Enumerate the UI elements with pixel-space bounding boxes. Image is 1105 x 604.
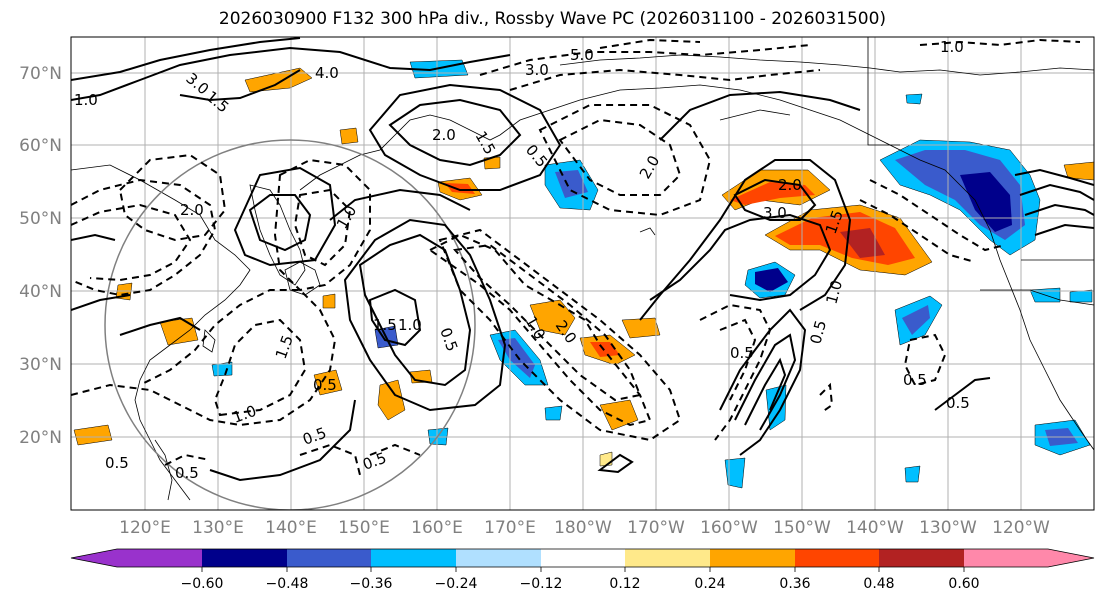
lon-label: 150°E [338, 518, 390, 538]
colorbar-segment [710, 549, 795, 567]
colorbar: −0.60 −0.48 −0.36 −0.24 −0.12 0.12 0.24 … [70, 548, 1095, 592]
lon-label: 140°E [265, 518, 317, 538]
lon-label: 130°E [192, 518, 244, 538]
contour-label: 1.0 [940, 38, 964, 56]
colorbar-segment [287, 549, 371, 567]
contour-label: 1.0 [398, 316, 422, 334]
map-frame [70, 36, 1095, 511]
contour-label: 4.0 [315, 64, 339, 82]
lon-label: 140°W [846, 518, 904, 538]
colorbar-segment [202, 549, 287, 567]
contour-label: 0.5 [730, 344, 754, 362]
lat-label: 50°N [19, 209, 62, 229]
colorbar-tick-label: −0.24 [435, 576, 478, 592]
lat-label: 70°N [19, 64, 62, 84]
lon-label: 180°W [554, 518, 612, 538]
region-circle [104, 139, 476, 510]
colorbar-segment [371, 549, 456, 567]
contour-label: 2.0 [180, 201, 204, 219]
contour-label: 0.5 [903, 371, 927, 389]
contour-label: 1.0 [74, 91, 98, 109]
lon-label: 170°W [627, 518, 685, 538]
lon-label: 130°W [919, 518, 977, 538]
lon-label: 120°W [992, 518, 1050, 538]
lat-label: 30°N [19, 355, 62, 375]
contour-label: 0.5 [105, 454, 129, 472]
colorbar-tick-label: 0.24 [694, 576, 725, 592]
contour-label: 5.0 [570, 46, 594, 64]
contour-label: 1.0 [822, 278, 846, 306]
colorbar-tick-label: 0.12 [609, 576, 640, 592]
contour-label: 3.0 [763, 204, 787, 222]
contour-label: 0.5 [806, 318, 830, 346]
contour-label: 0.5 [946, 394, 970, 412]
colorbar-tick-label: 0.48 [863, 576, 894, 592]
lon-label: 160°E [411, 518, 463, 538]
colorbar-tick-label: −0.12 [520, 576, 563, 592]
lon-label: 170°E [484, 518, 536, 538]
colorbar-max-extension [1048, 549, 1094, 567]
contour-label: 0.5 [313, 376, 337, 394]
colorbar-segment [456, 549, 541, 567]
latitude-labels: 70°N 60°N 50°N 40°N 30°N 20°N [19, 64, 62, 448]
coastlines [71, 37, 1094, 501]
contour-label: 1.5 [373, 316, 397, 334]
contour-label: 2.0 [778, 176, 802, 194]
longitude-labels: 120°E 130°E 140°E 150°E 160°E 170°E 180°… [119, 518, 1050, 538]
colorbar-segment [964, 549, 1048, 567]
contour-label: 0.5 [175, 464, 199, 482]
colorbar-outline [70, 548, 1095, 568]
map-title: 2026030900 F132 300 hPa div., Rossby Wav… [218, 9, 887, 29]
graticule [71, 37, 1094, 510]
colorbar-segment [117, 549, 202, 567]
rossby-contours-dashed [71, 38, 1081, 476]
colorbar-tick-label: −0.60 [181, 576, 224, 592]
colorbar-tick-label: 0.60 [948, 576, 979, 592]
lon-label: 120°E [119, 518, 171, 538]
colorbar-segment [879, 549, 964, 567]
lat-label: 20°N [19, 428, 62, 448]
lon-label: 150°W [773, 518, 831, 538]
rossby-contours-solid [71, 37, 1094, 482]
contour-label: 2.0 [432, 126, 456, 144]
colorbar-tick-label: −0.36 [350, 576, 393, 592]
lon-label: 160°W [700, 518, 758, 538]
lat-label: 40°N [19, 282, 62, 302]
colorbar-segment [625, 549, 710, 567]
colorbar-segment [795, 549, 879, 567]
lat-label: 60°N [19, 136, 62, 156]
colorbar-tick-label: 0.36 [779, 576, 810, 592]
colorbar-segment [541, 549, 625, 567]
colorbar-min-extension [71, 549, 117, 567]
contour-label: 3.0 [525, 61, 549, 79]
colorbar-tick-label: −0.48 [266, 576, 309, 592]
